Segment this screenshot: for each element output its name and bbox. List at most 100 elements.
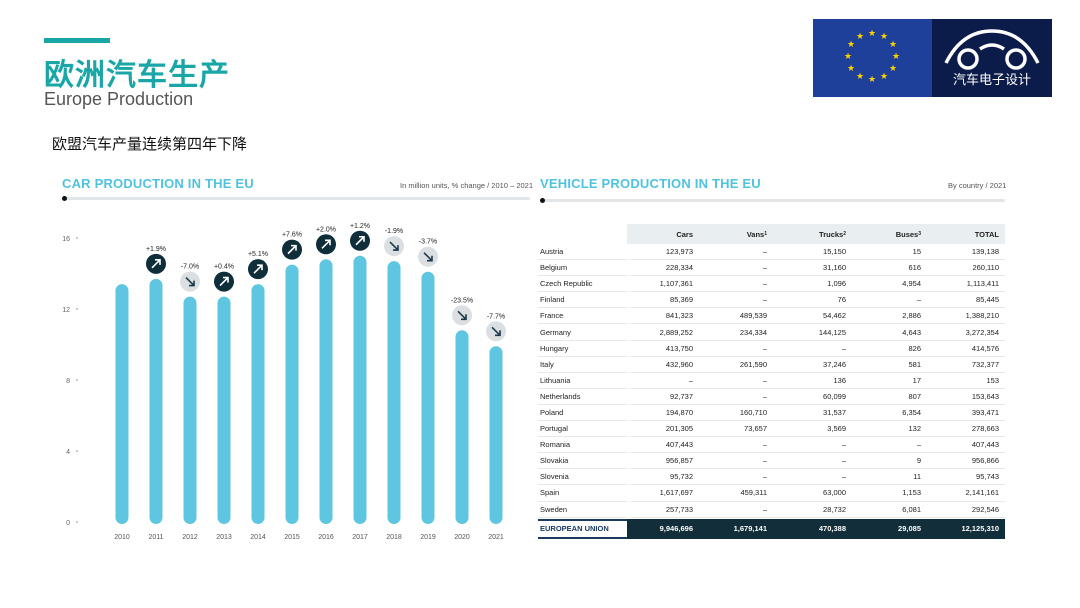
change-label: -23.5% <box>451 297 473 304</box>
table-row: Lithuania – –136 17 153 <box>538 372 1005 389</box>
value-cell: – <box>773 453 852 470</box>
value-cell: 153 <box>927 373 1005 389</box>
arrow-up-icon <box>355 235 365 246</box>
change-label: -3.7% <box>419 239 437 246</box>
svg-text:★: ★ <box>847 64 855 74</box>
value-cell: 4,954 <box>852 276 927 293</box>
value-cell: 2,886 <box>852 308 927 325</box>
x-tick-label: 2017 <box>352 534 368 541</box>
country-cell: Lithuania <box>538 373 627 389</box>
value-cell: 136 <box>773 373 852 389</box>
value-cell: 11 <box>852 469 927 486</box>
car-production-chart: 0 4 8 12 16 +1.9% -7.0% +0.4% +5.1% +7.6% +2.0% +1… <box>62 223 506 541</box>
bar-2011 <box>149 278 163 524</box>
value-cell: 4,643 <box>852 324 927 341</box>
value-cell: – <box>699 276 773 293</box>
bar-2010 <box>115 284 129 524</box>
value-cell: 1,388,210 <box>927 308 1005 325</box>
car-production-title: CAR PRODUCTION IN THE EU <box>62 176 254 191</box>
svg-text:★: ★ <box>880 32 888 42</box>
value-cell: – <box>699 453 773 470</box>
value-cell: 1,153 <box>852 485 927 502</box>
country-cell: Slovakia <box>538 453 627 470</box>
value-cell: 31,160 <box>773 260 852 277</box>
eu-flag-icon: ★ ★ ★ ★ ★ ★ ★ ★ ★ ★ ★ ★ <box>813 19 932 97</box>
vehicle-production-meta: By country / 2021 <box>948 181 1007 190</box>
value-cell: 9 <box>852 453 927 470</box>
change-label: -1.9% <box>385 228 403 235</box>
value-cell: 194,870 <box>627 404 699 422</box>
table-row: Germany 2,889,252 234,334 144,125 4,643 3,272… <box>538 324 1005 341</box>
value-cell: 144,125 <box>773 324 852 341</box>
x-tick-label: 2016 <box>318 534 334 541</box>
country-cell: Romania <box>538 437 627 454</box>
y-tick-mark <box>76 308 78 310</box>
table-row: Belgium 228,334–31,160 616 260,110 <box>538 260 1005 277</box>
table-row: Sweden 257,733–28,732 6,081 292,546 <box>538 501 1005 518</box>
arrow-down-icon <box>389 241 399 251</box>
total-vans: 1,679,141 <box>699 518 773 539</box>
table-header-row: Cars Vans 1 Trucks 2 Buses 3 TOTAL <box>538 224 1005 244</box>
value-cell: 413,750 <box>627 340 699 357</box>
value-cell: 3,272,354 <box>927 324 1005 341</box>
y-tick-mark <box>76 521 78 523</box>
country-cell: Poland <box>538 405 627 422</box>
svg-text:★: ★ <box>889 40 897 50</box>
value-cell: 489,539 <box>699 308 773 325</box>
bar-2016 <box>319 259 333 524</box>
country-cell: Sweden <box>538 502 627 518</box>
country-cell: Netherlands <box>538 389 627 405</box>
value-cell: – <box>852 437 927 454</box>
value-cell: 160,710 <box>699 405 773 422</box>
change-label: +1.9% <box>146 246 166 253</box>
arrow-up-icon <box>151 259 161 269</box>
svg-text:★: ★ <box>892 52 900 62</box>
value-cell: – <box>773 437 852 454</box>
value-cell: 6,081 <box>852 502 927 518</box>
value-cell: 28,732 <box>773 502 852 518</box>
value-cell: 95,743 <box>927 469 1005 486</box>
y-tick-label: 12 <box>62 307 70 314</box>
value-cell: 292,546 <box>927 502 1005 518</box>
svg-text:★: ★ <box>856 72 864 82</box>
country-cell: Austria <box>538 244 627 261</box>
value-cell: 60,099 <box>773 389 852 405</box>
col-header-vans: Vans 1 <box>699 224 773 244</box>
value-cell: 139,138 <box>927 244 1005 261</box>
bar-2017 <box>353 255 367 524</box>
arrow-up-icon <box>287 244 297 255</box>
value-cell: 54,462 <box>773 308 852 325</box>
table-row: Netherlands 92,737–60,099 807 153,643 <box>538 388 1005 405</box>
value-cell: 1,096 <box>773 276 852 293</box>
value-cell: 15,150 <box>773 244 852 261</box>
value-cell: 3,569 <box>773 421 852 438</box>
value-cell: 234,334 <box>699 324 773 341</box>
x-tick-label: 2011 <box>148 534 163 541</box>
table-row: Czech Republic 1,107,361–1,096 4,954 1,113,… <box>538 276 1005 293</box>
page-subtitle: 欧盟汽车产量连续第四年下降 <box>52 135 248 153</box>
value-cell: 807 <box>852 389 927 405</box>
total-label: EUROPEAN UNION <box>538 518 627 539</box>
brand-logo: 汽车电子设计 <box>932 19 1052 97</box>
page-title-english: Europe Production <box>44 89 194 109</box>
change-label: +0.4% <box>214 264 234 271</box>
car-production-meta: In million units, % change / 2010 – 2021 <box>400 181 534 190</box>
vehicle-production-table: Cars Vans 1 Trucks 2 Buses 3 TOTAL Austria 1… <box>538 224 1005 539</box>
logo: ★ ★ ★ ★ ★ ★ ★ ★ ★ ★ ★ ★ 汽车电子设计 <box>813 19 1052 97</box>
table-row: Slovenia 95,732– –11 95,743 <box>538 469 1005 486</box>
value-cell: 956,866 <box>927 453 1005 470</box>
value-cell: 95,732 <box>627 469 699 486</box>
total-cars: 9,946,696 <box>627 518 699 539</box>
change-label: +1.2% <box>350 223 370 230</box>
page-title: 欧洲汽车生产 <box>44 58 230 93</box>
bar-2015 <box>285 264 299 524</box>
value-cell: 37,246 <box>773 357 852 373</box>
value-cell: 2,889,252 <box>627 324 699 341</box>
y-tick-label: 4 <box>66 449 70 456</box>
x-tick-label: 2021 <box>488 534 504 541</box>
value-cell: 76 <box>773 292 852 309</box>
change-label: -7.7% <box>487 313 505 320</box>
y-tick-label: 0 <box>66 520 70 527</box>
svg-text:★: ★ <box>889 64 897 74</box>
value-cell: 826 <box>852 341 927 357</box>
